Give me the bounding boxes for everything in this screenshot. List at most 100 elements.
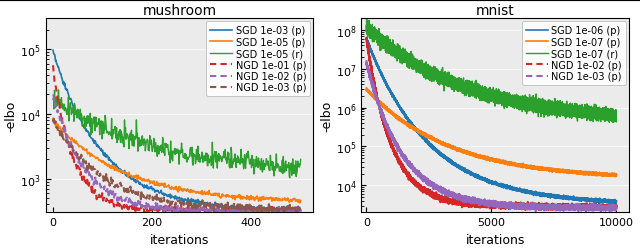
SGD 1e-03 (p) [252, 208, 260, 210]
NGD 1e-03 (p) [612, 206, 620, 208]
Line: SGD 1e-03 (p): SGD 1e-03 (p) [53, 51, 301, 212]
X-axis label: iterations: iterations [465, 233, 525, 246]
NGD 1e-02 (p) [373, 94, 381, 96]
SGD 1e-06 (p) [599, 199, 607, 202]
Legend: SGD 1e-03 (p), SGD 1e-05 (p), SGD 1e-05 (r), NGD 1e-01 (p), NGD 1e-02 (p), NGD 1: SGD 1e-03 (p), SGD 1e-05 (p), SGD 1e-05 … [207, 22, 310, 97]
NGD 1e-03 (p) [297, 206, 305, 209]
NGD 1e-02 (p) [167, 208, 175, 211]
SGD 1e-05 (p) [49, 117, 57, 120]
Line: NGD 1e-03 (p): NGD 1e-03 (p) [53, 118, 301, 213]
SGD 1e-03 (p) [183, 198, 191, 201]
SGD 1e-05 (p) [196, 190, 204, 194]
NGD 1e-03 (p) [484, 206, 492, 208]
SGD 1e-06 (p) [378, 74, 385, 77]
NGD 1e-03 (p) [364, 66, 371, 69]
NGD 1e-02 (p) [536, 211, 543, 214]
Line: SGD 1e-07 (r): SGD 1e-07 (r) [367, 19, 616, 123]
SGD 1e-03 (p) [49, 50, 57, 52]
SGD 1e-05 (p) [183, 188, 191, 191]
SGD 1e-03 (p) [290, 211, 298, 214]
Title: mushroom: mushroom [142, 4, 216, 18]
NGD 1e-03 (p) [373, 98, 381, 101]
SGD 1e-06 (p) [484, 179, 492, 182]
SGD 1e-07 (r) [363, 18, 371, 21]
NGD 1e-02 (p) [291, 210, 299, 213]
SGD 1e-06 (p) [363, 37, 371, 40]
NGD 1e-03 (p) [167, 203, 175, 206]
NGD 1e-02 (p) [297, 214, 305, 216]
SGD 1e-05 (r) [197, 156, 205, 159]
NGD 1e-03 (p) [184, 202, 191, 204]
NGD 1e-03 (p) [197, 203, 205, 206]
Line: SGD 1e-05 (r): SGD 1e-05 (r) [53, 90, 301, 178]
NGD 1e-03 (p) [291, 206, 299, 209]
NGD 1e-02 (p) [241, 215, 249, 218]
SGD 1e-07 (p) [611, 176, 619, 178]
NGD 1e-02 (p) [364, 47, 371, 50]
NGD 1e-03 (p) [599, 208, 607, 211]
NGD 1e-03 (p) [169, 200, 177, 203]
SGD 1e-07 (r) [363, 25, 371, 28]
SGD 1e-07 (r) [378, 49, 385, 52]
Line: NGD 1e-01 (p): NGD 1e-01 (p) [53, 66, 301, 216]
NGD 1e-02 (p) [412, 181, 419, 184]
SGD 1e-03 (p) [291, 208, 299, 211]
NGD 1e-03 (p) [49, 118, 57, 121]
Title: mnist: mnist [476, 4, 515, 18]
NGD 1e-01 (p) [291, 212, 299, 215]
Line: SGD 1e-07 (p): SGD 1e-07 (p) [367, 88, 616, 177]
SGD 1e-07 (r) [612, 114, 620, 117]
SGD 1e-05 (p) [296, 202, 303, 205]
NGD 1e-01 (p) [196, 212, 204, 214]
NGD 1e-02 (p) [485, 206, 493, 209]
SGD 1e-05 (r) [253, 156, 260, 158]
SGD 1e-03 (p) [196, 200, 204, 203]
Legend: SGD 1e-06 (p), SGD 1e-07 (p), SGD 1e-07 (r), NGD 1e-02 (p), NGD 1e-03 (p): SGD 1e-06 (p), SGD 1e-07 (p), SGD 1e-07 … [522, 22, 626, 86]
NGD 1e-02 (p) [253, 211, 260, 214]
SGD 1e-07 (p) [364, 90, 371, 93]
X-axis label: iterations: iterations [150, 233, 209, 246]
SGD 1e-05 (p) [297, 199, 305, 202]
SGD 1e-07 (p) [599, 174, 607, 177]
SGD 1e-07 (p) [484, 158, 492, 161]
NGD 1e-01 (p) [167, 210, 175, 213]
NGD 1e-03 (p) [253, 208, 260, 211]
SGD 1e-05 (p) [291, 197, 298, 200]
NGD 1e-01 (p) [297, 213, 305, 216]
NGD 1e-03 (p) [363, 60, 371, 62]
SGD 1e-05 (p) [167, 187, 175, 190]
SGD 1e-06 (p) [612, 199, 620, 202]
NGD 1e-02 (p) [612, 204, 620, 207]
NGD 1e-02 (p) [599, 203, 607, 206]
SGD 1e-06 (p) [412, 128, 419, 130]
SGD 1e-05 (r) [54, 89, 62, 92]
Line: SGD 1e-05 (p): SGD 1e-05 (p) [53, 119, 301, 203]
SGD 1e-07 (p) [373, 99, 381, 102]
NGD 1e-01 (p) [253, 210, 260, 213]
SGD 1e-07 (r) [605, 121, 613, 124]
NGD 1e-03 (p) [611, 210, 619, 213]
SGD 1e-07 (p) [612, 173, 620, 176]
SGD 1e-07 (r) [485, 96, 493, 99]
SGD 1e-03 (p) [167, 197, 175, 200]
SGD 1e-06 (p) [373, 64, 381, 66]
Line: NGD 1e-02 (p): NGD 1e-02 (p) [367, 38, 616, 212]
Y-axis label: -elbo: -elbo [320, 100, 333, 132]
SGD 1e-07 (r) [599, 116, 607, 119]
NGD 1e-02 (p) [183, 208, 191, 211]
SGD 1e-05 (r) [286, 176, 294, 180]
SGD 1e-07 (p) [363, 87, 371, 90]
NGD 1e-02 (p) [168, 206, 176, 209]
SGD 1e-07 (p) [412, 128, 419, 130]
SGD 1e-05 (r) [167, 158, 175, 161]
Line: SGD 1e-06 (p): SGD 1e-06 (p) [367, 38, 616, 203]
NGD 1e-01 (p) [168, 209, 176, 212]
SGD 1e-05 (r) [184, 156, 191, 159]
SGD 1e-05 (r) [292, 160, 300, 163]
Line: NGD 1e-03 (p): NGD 1e-03 (p) [367, 61, 616, 212]
NGD 1e-03 (p) [378, 109, 385, 112]
SGD 1e-07 (r) [364, 28, 371, 31]
NGD 1e-03 (p) [293, 212, 301, 215]
NGD 1e-02 (p) [363, 39, 371, 42]
NGD 1e-02 (p) [378, 114, 385, 117]
